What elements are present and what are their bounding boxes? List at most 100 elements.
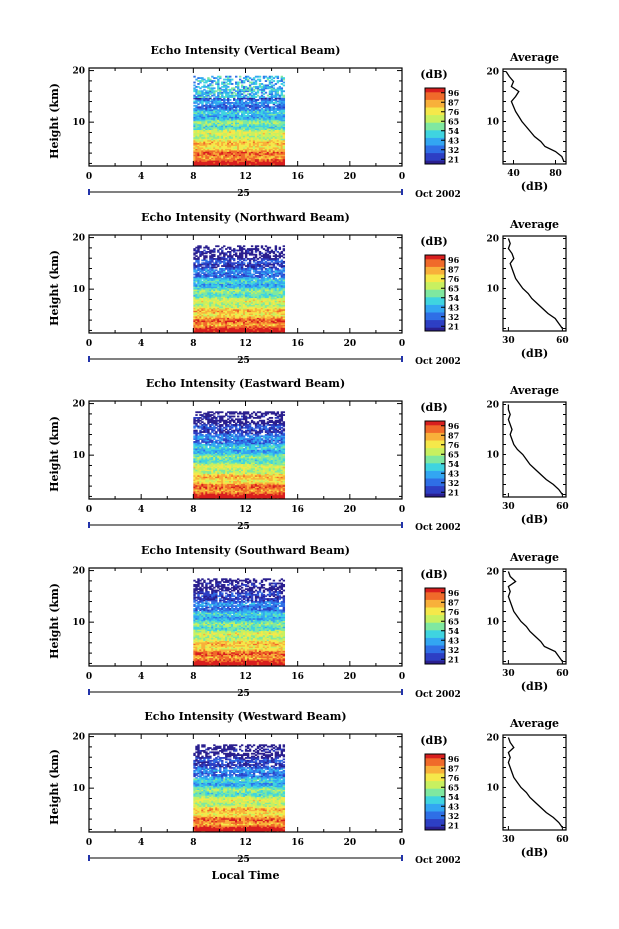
heatmap-cell xyxy=(207,97,210,100)
heatmap-cell xyxy=(211,301,214,304)
heatmap-cell xyxy=(205,93,208,96)
heatmap-cell xyxy=(250,149,254,152)
heatmap-cell xyxy=(238,126,242,129)
heatmap-cell xyxy=(227,311,230,314)
heatmap-cell xyxy=(199,149,202,152)
heatmap-cell xyxy=(193,109,196,112)
heatmap-cell xyxy=(248,314,252,317)
heatmap-cell xyxy=(246,103,250,106)
heatmap-cell xyxy=(209,80,212,82)
heatmap-cell xyxy=(250,119,254,122)
heatmap-cell xyxy=(272,133,276,136)
heatmap-cell xyxy=(250,103,254,106)
heatmap-cell xyxy=(240,306,244,308)
heatmap-cell xyxy=(199,157,202,160)
heatmap-cell xyxy=(193,324,196,327)
heatmap-cell xyxy=(205,122,208,125)
heatmap-cell xyxy=(242,308,246,311)
heatmap-cell xyxy=(199,316,202,318)
heatmap-cell xyxy=(203,88,206,91)
heatmap-cell xyxy=(268,96,272,98)
heatmap-cell xyxy=(244,325,248,328)
heatmap-cell xyxy=(207,119,210,122)
heatmap-cell xyxy=(211,147,214,149)
heatmap-cell xyxy=(215,83,218,85)
heatmap-cell xyxy=(213,99,216,101)
heatmap-cell xyxy=(280,112,284,114)
heatmap-cell xyxy=(231,163,234,165)
heatmap-cell xyxy=(209,327,212,330)
heatmap-cell xyxy=(193,131,196,133)
heatmap-cell xyxy=(250,94,254,97)
heatmap-cell xyxy=(270,131,274,133)
heatmap-cell xyxy=(233,110,236,113)
heatmap-cell xyxy=(193,154,196,157)
heatmap-cell xyxy=(236,135,240,138)
heatmap-cell xyxy=(211,294,214,297)
heatmap-cell xyxy=(219,325,222,328)
heatmap-cell xyxy=(213,158,216,161)
heatmap-cell xyxy=(213,328,216,331)
heatmap-cell xyxy=(209,291,212,294)
heatmap-cell xyxy=(278,300,282,303)
heatmap-cell xyxy=(229,290,232,293)
heatmap-cell xyxy=(225,119,228,122)
heatmap-cell xyxy=(199,133,202,136)
heatmap-cell xyxy=(236,321,240,324)
heatmap-cell xyxy=(201,103,204,106)
heatmap-cell xyxy=(278,328,282,331)
heatmap-cell xyxy=(282,317,286,320)
heatmap-cell xyxy=(195,129,198,132)
heatmap-cell xyxy=(276,125,280,128)
heatmap-cell xyxy=(262,119,266,122)
heatmap-cell xyxy=(246,87,250,90)
heatmap-cell xyxy=(276,151,280,154)
heatmap-cell xyxy=(250,117,254,120)
heatmap-cell xyxy=(244,131,248,133)
heatmap-cell xyxy=(282,116,286,119)
heatmap-cell xyxy=(242,157,246,160)
heatmap-cell xyxy=(260,94,264,97)
heatmap-cell xyxy=(246,119,250,122)
heatmap-cell xyxy=(274,306,278,308)
heatmap-cell xyxy=(213,128,216,131)
heatmap-cell xyxy=(242,109,246,112)
heatmap-cell xyxy=(246,152,250,155)
heatmap-cell xyxy=(258,97,262,100)
heatmap-cell xyxy=(233,304,236,307)
heatmap-cell xyxy=(219,304,222,307)
heatmap-cell xyxy=(199,294,202,297)
heatmap-cell xyxy=(219,301,222,304)
heatmap-cell xyxy=(270,323,274,325)
heatmap-cell xyxy=(252,78,256,81)
heatmap-cell xyxy=(276,152,280,155)
heatmap-cell xyxy=(264,300,268,303)
heatmap-cell xyxy=(280,296,284,299)
heatmap-cell xyxy=(205,135,208,138)
heatmap-cell xyxy=(235,313,238,316)
colorbar-tick-label: 65 xyxy=(448,116,459,126)
heatmap-cell xyxy=(262,123,266,126)
heatmap-cell xyxy=(223,125,226,128)
colorbar-segment xyxy=(425,122,445,125)
heatmap-cell xyxy=(272,151,276,154)
heatmap-cell xyxy=(225,133,228,136)
heatmap-cell xyxy=(205,141,208,144)
heatmap-cell xyxy=(221,103,224,106)
heatmap-cell xyxy=(272,144,276,147)
heatmap-cell xyxy=(282,106,286,109)
heatmap-cell xyxy=(248,120,252,123)
heatmap-cell xyxy=(205,125,208,128)
heatmap-cell xyxy=(252,321,256,324)
heatmap-cell xyxy=(217,328,220,331)
heatmap-cell xyxy=(242,148,246,151)
heatmap-cell xyxy=(274,325,278,328)
heatmap-cell xyxy=(266,310,270,313)
heatmap-cell xyxy=(250,91,254,94)
heatmap-cell xyxy=(250,316,254,318)
colorbar-tick-label: 76 xyxy=(448,107,460,117)
heatmap-cell xyxy=(240,104,244,107)
heatmap-cell xyxy=(201,106,204,109)
heatmap-cell xyxy=(217,307,220,310)
heatmap-cell xyxy=(276,120,280,123)
